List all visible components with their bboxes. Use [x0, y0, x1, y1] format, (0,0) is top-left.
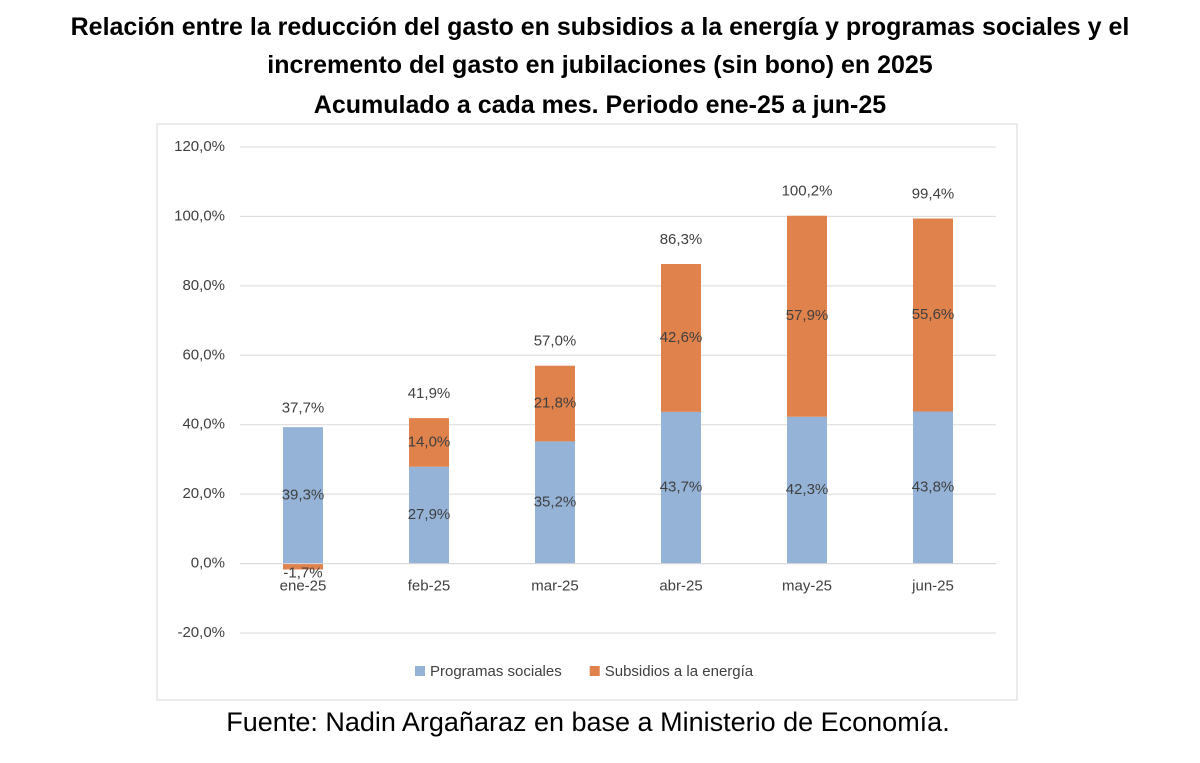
- value-label: 42,6%: [660, 329, 703, 346]
- y-tick-label: 80,0%: [182, 277, 225, 294]
- bar-segment: [283, 427, 323, 564]
- bar-segment: [535, 441, 575, 564]
- bar-segment: [913, 218, 953, 412]
- value-label: 14,0%: [408, 433, 451, 450]
- total-label: 86,3%: [660, 231, 703, 248]
- value-label: 57,9%: [786, 307, 829, 324]
- legend-label: Subsidios a la energía: [605, 663, 754, 680]
- y-tick-label: 20,0%: [182, 485, 225, 502]
- value-label: 35,2%: [534, 493, 577, 510]
- total-label: 100,2%: [782, 183, 833, 200]
- total-label: 41,9%: [408, 385, 451, 402]
- y-tick-label: 120,0%: [174, 138, 225, 155]
- x-tick-label: ene-25: [280, 578, 327, 595]
- bar-segment: [409, 466, 449, 564]
- legend-swatch: [589, 666, 600, 676]
- bar-segment: [787, 416, 827, 564]
- value-label: 43,8%: [912, 479, 955, 496]
- source: Fuente: Nadin Argañaraz en base a Minist…: [226, 707, 949, 737]
- bar-segment: [283, 563, 323, 570]
- x-tick-label: abr-25: [659, 578, 702, 595]
- value-label: -1,7%: [283, 564, 322, 581]
- bar-segment: [535, 365, 575, 442]
- bar-segment: [661, 263, 701, 412]
- x-tick-label: feb-25: [408, 578, 451, 595]
- total-label: 37,7%: [282, 400, 325, 417]
- bar-segment: [913, 411, 953, 564]
- legend-label: Programas sociales: [430, 663, 562, 680]
- x-tick-label: jun-25: [911, 578, 954, 595]
- value-label: 42,3%: [786, 481, 829, 498]
- value-label: 39,3%: [282, 486, 325, 503]
- bar-segment: [787, 215, 827, 417]
- chart-frame: [156, 123, 1018, 701]
- chart-subtitle: Acumulado a cada mes. Periodo ene-25 a j…: [313, 91, 887, 119]
- value-label: 27,9%: [408, 506, 451, 523]
- x-tick-label: mar-25: [531, 578, 579, 595]
- legend-swatch: [415, 666, 425, 676]
- value-label: 55,6%: [912, 306, 955, 323]
- bar-segment: [661, 411, 701, 564]
- y-tick-label: -20,0%: [177, 624, 225, 641]
- value-label: 21,8%: [534, 395, 577, 412]
- value-label: 43,7%: [660, 479, 703, 496]
- total-label: 57,0%: [534, 333, 577, 350]
- y-tick-label: 60,0%: [182, 346, 225, 363]
- y-tick-label: 100,0%: [174, 207, 225, 224]
- y-tick-label: 40,0%: [182, 416, 225, 433]
- x-tick-label: may-25: [782, 578, 832, 595]
- bar-segment: [409, 418, 449, 467]
- y-tick-label: 0,0%: [191, 555, 225, 572]
- chart-title: Relación entre la reducción del gasto en…: [70, 13, 1130, 79]
- total-label: 99,4%: [912, 185, 955, 202]
